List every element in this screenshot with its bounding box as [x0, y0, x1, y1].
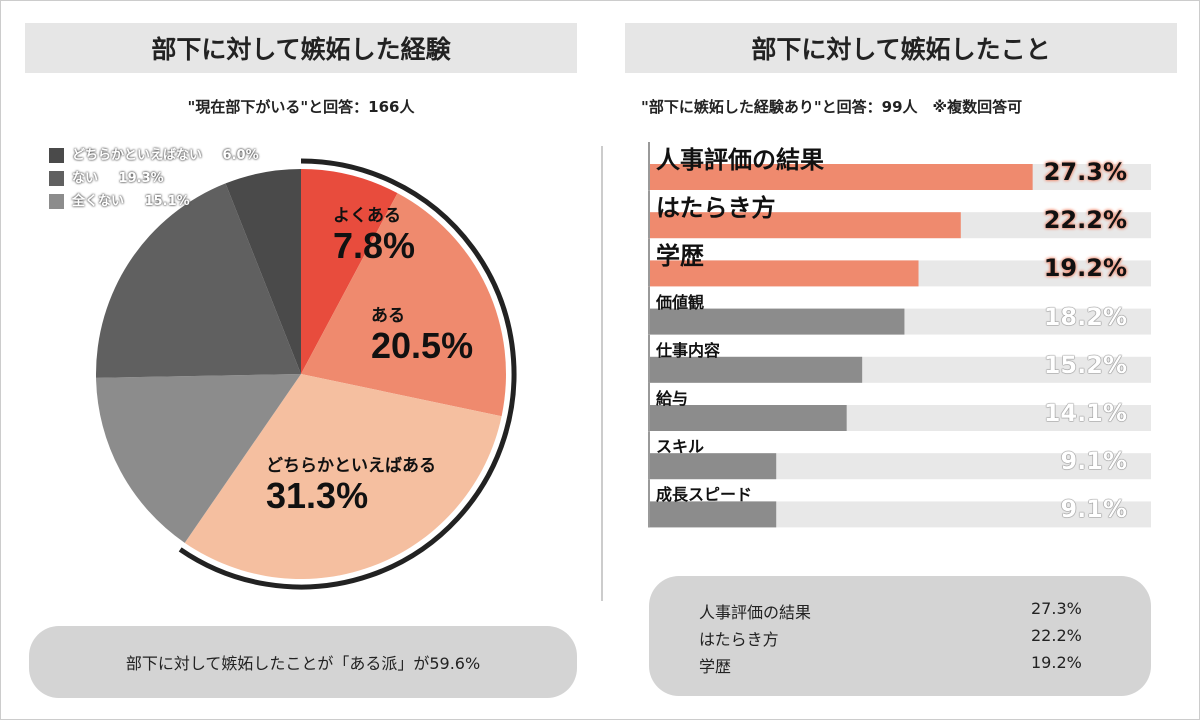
- bar-label: 仕事内容: [656, 340, 721, 360]
- legend-label: ない: [72, 171, 99, 186]
- bar-axis-tick: [648, 142, 650, 190]
- legend-swatch: [49, 171, 64, 186]
- pie-slice-1: [301, 193, 506, 417]
- bar-value: 19.2%: [1043, 254, 1127, 283]
- pie-slice-3: [96, 374, 302, 543]
- bar-value: 9.1%: [1060, 495, 1127, 524]
- bar-1: [648, 212, 961, 239]
- bar-label: 給与: [656, 389, 689, 408]
- right-title: 部下に対して嫉妬したこと: [625, 23, 1177, 73]
- bar-label: はたらき方: [656, 194, 776, 223]
- bar-axis-tick: [648, 334, 650, 383]
- pie-slice-2: [184, 374, 502, 579]
- legend-swatch: [49, 194, 64, 209]
- bar-value: 14.1%: [1043, 399, 1127, 427]
- bar-axis-tick: [648, 479, 650, 528]
- bar-axis-tick: [648, 286, 650, 335]
- bar-axis-tick: [648, 431, 650, 480]
- summary-value: 27.3%: [1031, 599, 1082, 618]
- legend-swatch: [49, 148, 64, 163]
- bar-5: [648, 405, 847, 431]
- bar-label: 学歴: [656, 242, 704, 271]
- bar-value: 27.3%: [1043, 158, 1127, 186]
- pie-label-aru: ある 20.5%: [371, 306, 474, 366]
- bar-axis-tick: [648, 238, 650, 287]
- summary-value: 19.2%: [1031, 653, 1082, 672]
- bar-label: 人事評価の結果: [656, 146, 824, 174]
- pie-label-dochiraka-aru: どちらかといえばある 31.3%: [266, 456, 436, 516]
- highlight-arc: [178, 158, 517, 590]
- bar-value: 9.1%: [1060, 447, 1127, 476]
- legend-value: 19.3%: [118, 171, 164, 186]
- right-subtitle: "部下に嫉妬した経験あり"と回答：99人 ※複数回答可: [641, 98, 1023, 116]
- bar-value: 22.2%: [1043, 206, 1127, 235]
- bar-value: 18.2%: [1043, 302, 1127, 331]
- bar-label: 成長スピード: [656, 485, 753, 505]
- left-summary: 部下に対して嫉妬したことが「ある派」が59.6%: [29, 626, 577, 698]
- bar-0: [648, 164, 1033, 190]
- right-summary-box: [649, 576, 1151, 696]
- pie-slice-4: [96, 183, 301, 378]
- legend-value: 15.1%: [144, 194, 190, 209]
- legend-label: どちらかといえばない: [72, 148, 203, 163]
- bar-3: [648, 308, 905, 335]
- left-subtitle: "現在部下がいる"と回答：166人: [187, 98, 415, 116]
- pie-slice-5: [225, 169, 301, 374]
- bar-label: 価値観: [656, 292, 705, 312]
- bar-axis-tick: [648, 383, 650, 431]
- left-title: 部下に対して嫉妬した経験: [25, 23, 577, 73]
- legend-item: 全くない 15.1%: [49, 190, 259, 213]
- pie-label-yokuaru: よくある 7.8%: [333, 206, 416, 266]
- summary-value: 22.2%: [1031, 626, 1082, 645]
- summary-label: はたらき方: [699, 630, 779, 649]
- summary-label: 学歴: [699, 657, 732, 676]
- pie-legend: どちらかといえばない 6.0% ない 19.3% 全くない 15.1%: [49, 144, 259, 213]
- pie-slice-0: [301, 169, 398, 374]
- bar-6: [648, 453, 777, 480]
- bar-7: [648, 501, 777, 528]
- legend-item: どちらかといえばない 6.0%: [49, 144, 259, 167]
- legend-value: 6.0%: [222, 148, 259, 163]
- bar-2: [648, 260, 919, 287]
- legend-item: ない 19.3%: [49, 167, 259, 190]
- bar-label: スキル: [656, 437, 705, 457]
- bar-axis-tick: [648, 190, 650, 239]
- legend-label: 全くない: [72, 194, 125, 209]
- bar-value: 15.2%: [1043, 350, 1127, 379]
- bar-4: [648, 356, 863, 383]
- divider: [601, 146, 603, 601]
- summary-label: 人事評価の結果: [699, 603, 812, 622]
